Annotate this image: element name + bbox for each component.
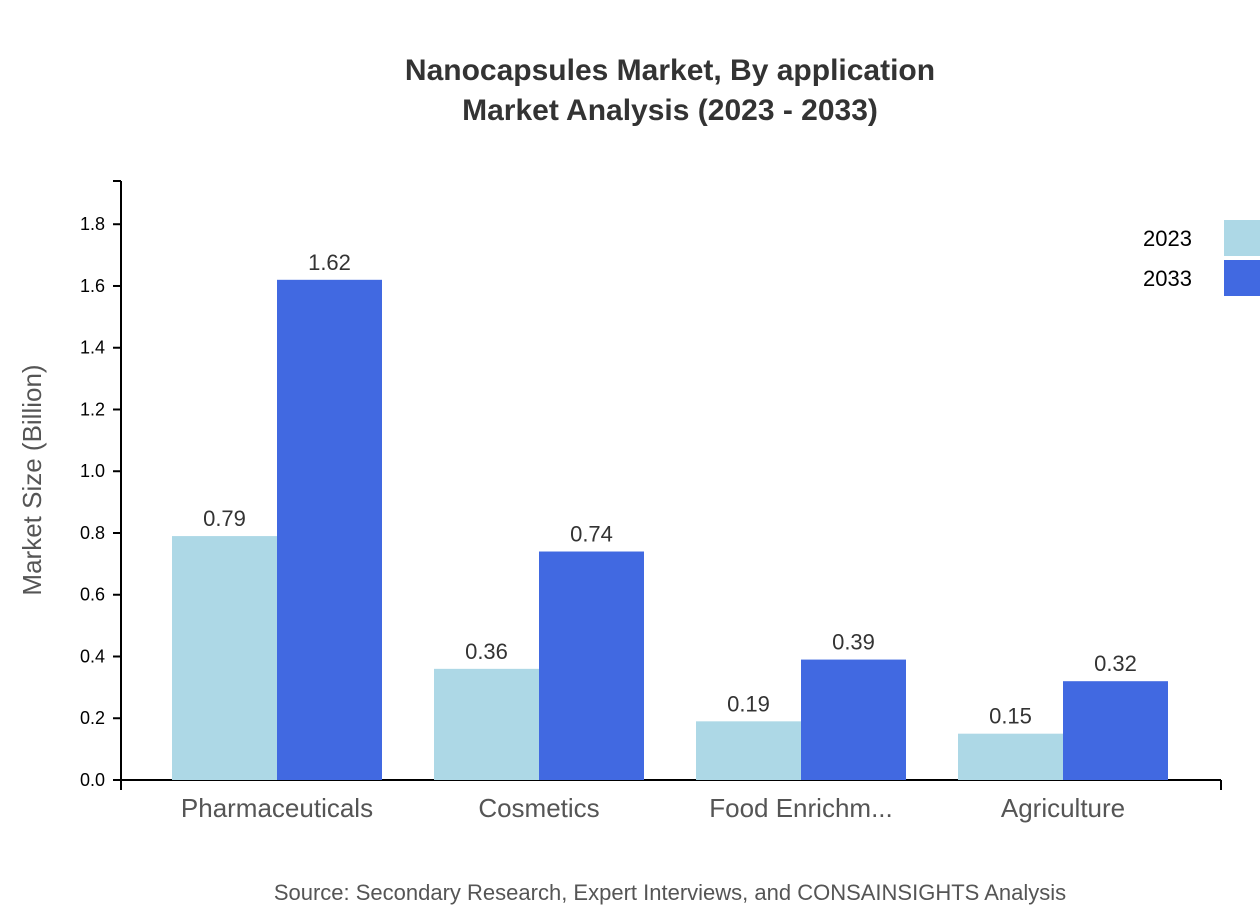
data-label: 0.15 (989, 704, 1032, 729)
chart-subtitle: Market Analysis (2023 - 2033) (462, 94, 878, 127)
y-tick-label: 0.0 (80, 770, 105, 790)
y-tick-label: 0.6 (80, 585, 105, 605)
data-label: 0.79 (203, 506, 246, 531)
data-label: 1.62 (308, 250, 351, 275)
bars: 0.79 1.62 0.36 0.74 0.19 0.39 0.15 0.32 (172, 250, 1168, 780)
x-tick-label: Pharmaceuticals (181, 793, 373, 823)
bar-2033 (539, 551, 644, 780)
x-tick-label: Agriculture (1001, 793, 1125, 823)
y-tick-label: 0.4 (80, 646, 105, 666)
y-tick-label: 1.2 (80, 399, 105, 419)
data-label: 0.74 (570, 522, 613, 547)
data-label: 0.32 (1094, 651, 1137, 676)
y-tick-label: 1.6 (80, 276, 105, 296)
data-label: 0.39 (832, 630, 875, 655)
chart-title: Nanocapsules Market, By application (405, 54, 935, 87)
bar-2023 (434, 668, 539, 780)
source-note: Source: Secondary Research, Expert Inter… (274, 880, 1066, 905)
y-tick-label: 1.0 (80, 461, 105, 481)
y-tick-label: 0.8 (80, 523, 105, 543)
y-tick-label: 1.8 (80, 214, 105, 234)
legend-swatch (1224, 260, 1260, 296)
bar-2033 (1063, 681, 1168, 780)
x-tick-label: Cosmetics (478, 793, 599, 823)
y-tick-label: 0.2 (80, 708, 105, 728)
bar-2023 (958, 733, 1063, 780)
bar-2023 (696, 721, 801, 780)
y-axis-label: Market Size (Billion) (17, 364, 47, 595)
legend: 2023 2033 (1143, 220, 1260, 296)
legend-label: 2033 (1143, 266, 1192, 291)
data-label: 0.19 (727, 691, 770, 716)
bar-2033 (801, 659, 906, 780)
legend-swatch (1224, 220, 1260, 256)
legend-label: 2023 (1143, 226, 1192, 251)
y-tick-label: 1.4 (80, 338, 105, 358)
x-tick-label: Food Enrichm... (709, 793, 893, 823)
data-label: 0.36 (465, 639, 508, 664)
bar-2023 (172, 536, 277, 780)
bar-2033 (277, 279, 382, 780)
